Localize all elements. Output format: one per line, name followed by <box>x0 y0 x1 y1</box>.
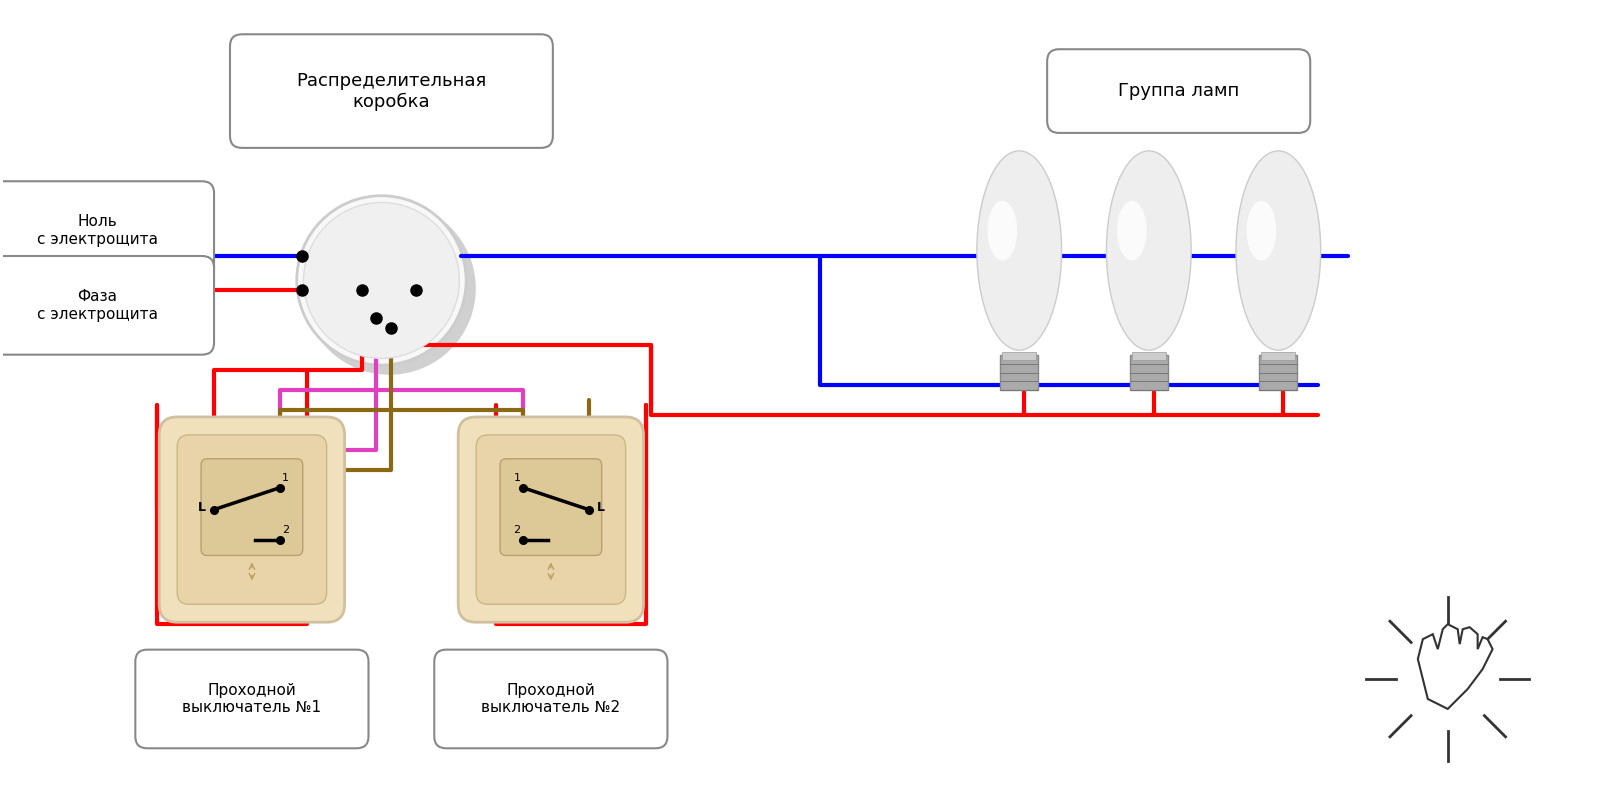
FancyBboxPatch shape <box>458 417 643 622</box>
Ellipse shape <box>1240 159 1317 342</box>
FancyBboxPatch shape <box>0 182 214 280</box>
Ellipse shape <box>1117 174 1181 326</box>
FancyBboxPatch shape <box>0 256 214 354</box>
Ellipse shape <box>981 159 1058 342</box>
Circle shape <box>296 196 466 365</box>
Ellipse shape <box>1235 151 1320 350</box>
Bar <box>1000 355 1038 390</box>
Text: 1: 1 <box>282 473 290 482</box>
Text: Фаза
с электрощита: Фаза с электрощита <box>37 289 158 322</box>
Ellipse shape <box>1114 167 1184 334</box>
Ellipse shape <box>1107 151 1190 350</box>
FancyBboxPatch shape <box>1046 50 1310 133</box>
Text: Проходной
выключатель №2: Проходной выключатель №2 <box>482 682 621 715</box>
Text: Ноль
с электрощита: Ноль с электрощита <box>37 214 158 246</box>
Ellipse shape <box>1117 201 1147 261</box>
Ellipse shape <box>1243 167 1314 334</box>
FancyBboxPatch shape <box>178 435 326 604</box>
Text: Распределительная
коробка: Распределительная коробка <box>296 71 486 110</box>
Text: 2: 2 <box>282 525 290 534</box>
FancyBboxPatch shape <box>230 34 554 148</box>
Text: L: L <box>597 501 605 514</box>
Text: 1: 1 <box>514 473 520 482</box>
FancyBboxPatch shape <box>136 650 368 748</box>
Polygon shape <box>1418 624 1493 709</box>
Ellipse shape <box>1246 201 1277 261</box>
Ellipse shape <box>1110 159 1187 342</box>
Ellipse shape <box>987 174 1051 326</box>
Ellipse shape <box>987 201 1018 261</box>
FancyBboxPatch shape <box>160 417 344 622</box>
FancyBboxPatch shape <box>434 650 667 748</box>
Ellipse shape <box>978 151 1061 350</box>
Text: Группа ламп: Группа ламп <box>1118 82 1240 100</box>
Bar <box>1259 355 1298 390</box>
Ellipse shape <box>1235 151 1320 350</box>
Bar <box>1002 352 1037 360</box>
Ellipse shape <box>984 167 1054 334</box>
FancyBboxPatch shape <box>477 435 626 604</box>
FancyBboxPatch shape <box>501 458 602 555</box>
Ellipse shape <box>1246 174 1310 326</box>
Bar <box>1131 352 1166 360</box>
Text: L: L <box>198 501 206 514</box>
Ellipse shape <box>978 151 1061 350</box>
Bar <box>1130 355 1168 390</box>
Circle shape <box>302 202 475 374</box>
Text: 2: 2 <box>514 525 520 534</box>
Bar <box>1261 352 1296 360</box>
FancyBboxPatch shape <box>202 458 302 555</box>
Ellipse shape <box>1107 151 1190 350</box>
Circle shape <box>304 202 459 358</box>
Text: Проходной
выключатель №1: Проходной выключатель №1 <box>182 682 322 715</box>
